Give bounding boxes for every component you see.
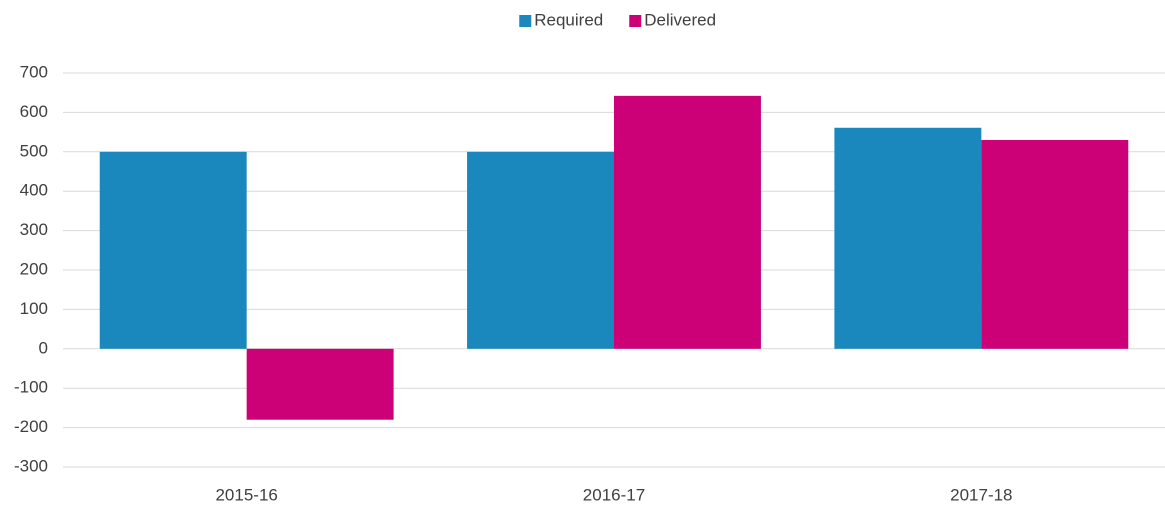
bar bbox=[467, 151, 614, 349]
y-tick-label: 0 bbox=[39, 338, 48, 357]
bar bbox=[614, 95, 761, 349]
x-tick-label: 2016-17 bbox=[583, 485, 645, 504]
y-tick-label: 300 bbox=[20, 220, 48, 239]
bar bbox=[981, 139, 1129, 349]
y-tick-label: 200 bbox=[20, 259, 48, 278]
y-tick-label: -300 bbox=[14, 456, 48, 475]
y-tick-label: 600 bbox=[20, 102, 48, 121]
y-tick-label: -100 bbox=[14, 378, 48, 397]
legend-label: Delivered bbox=[644, 10, 716, 29]
y-tick-label: -200 bbox=[14, 417, 48, 436]
y-tick-label: 400 bbox=[20, 181, 48, 200]
bar bbox=[99, 151, 247, 349]
y-tick-label: 700 bbox=[20, 62, 48, 81]
legend-swatch bbox=[519, 15, 532, 27]
y-tick-label: 500 bbox=[20, 141, 48, 160]
bar bbox=[246, 348, 394, 420]
x-tick-label: 2017-18 bbox=[950, 485, 1012, 504]
x-tick-label: 2015-16 bbox=[215, 485, 277, 504]
legend-label: Required bbox=[534, 10, 603, 29]
bar bbox=[834, 127, 982, 349]
y-tick-label: 100 bbox=[20, 299, 48, 318]
legend-swatch bbox=[629, 15, 642, 27]
